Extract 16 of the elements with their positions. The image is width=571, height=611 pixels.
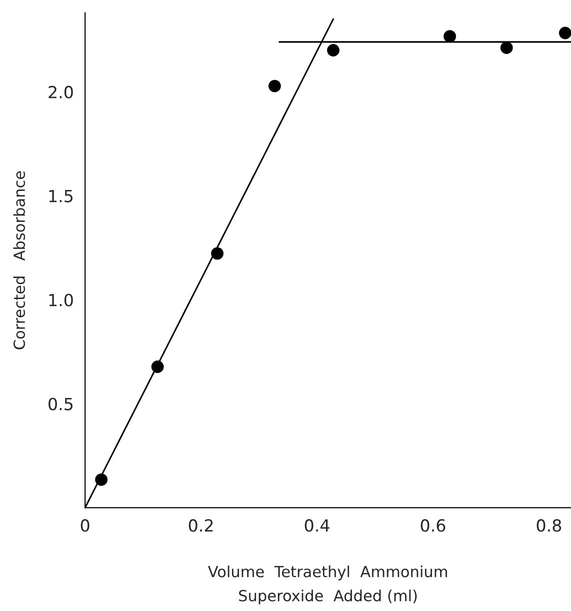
point [444, 30, 456, 43]
y-axis-title: Corrected Absorbance [13, 171, 26, 350]
x-tick-label: 0.8 [536, 519, 562, 532]
x-axis-title: Volume Tetraethyl Ammonium Superoxide Added (ml) [208, 566, 447, 604]
y-tick-label: 1.5 [49, 190, 73, 202]
point [327, 44, 340, 56]
point [500, 42, 513, 54]
y-tick-label: 0.5 [48, 398, 73, 410]
point [268, 80, 281, 92]
x-tick-label: 0.2 [188, 519, 213, 532]
y-tick-label: 1.0 [49, 294, 73, 306]
x-tick-label: 0 [80, 519, 90, 532]
point [558, 26, 571, 40]
x-tick-label: 0.4 [304, 519, 330, 532]
y-tick-label: 2.0 [48, 86, 73, 98]
x-tick-label: 0.6 [420, 519, 446, 532]
